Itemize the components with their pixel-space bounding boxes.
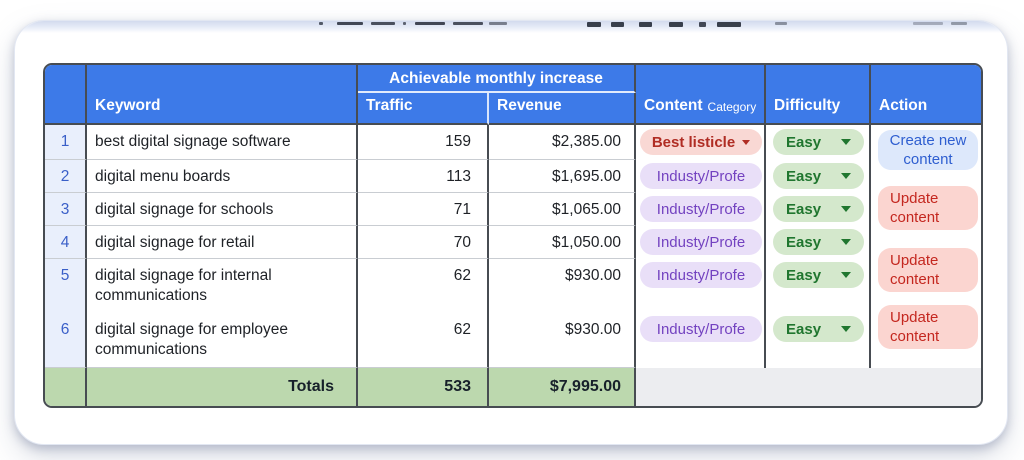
category-label: Industy/Profe bbox=[656, 167, 746, 185]
header-keyword: Keyword bbox=[87, 65, 358, 125]
category-dropdown[interactable]: Industy/Profe bbox=[640, 316, 762, 342]
toolbar-fragment bbox=[913, 22, 943, 25]
difficulty-dropdown[interactable]: Easy bbox=[773, 229, 864, 255]
difficulty-label: Easy bbox=[786, 167, 822, 185]
traffic-cell: 113 bbox=[358, 160, 489, 193]
revenue-cell: $2,385.00 bbox=[489, 125, 636, 160]
difficulty-dropdown[interactable]: Easy bbox=[773, 163, 864, 189]
revenue-cell: $930.00 bbox=[489, 259, 636, 313]
revenue-cell: $930.00 bbox=[489, 313, 636, 368]
difficulty-dropdown[interactable]: Easy bbox=[773, 196, 864, 222]
difficulty-dropdown[interactable]: Easy bbox=[773, 316, 864, 342]
row-number: 1 bbox=[45, 125, 87, 160]
category-dropdown[interactable]: Industy/Profe bbox=[640, 229, 762, 255]
toolbar-fragment bbox=[699, 22, 706, 27]
traffic-cell: 159 bbox=[358, 125, 489, 160]
keyword-cell: digital signage for retail bbox=[87, 226, 358, 259]
update-content-button[interactable]: Update content bbox=[878, 248, 978, 292]
revenue-cell: $1,695.00 bbox=[489, 160, 636, 193]
toolbar-fragment bbox=[639, 22, 652, 27]
traffic-cell: 62 bbox=[358, 259, 489, 313]
dropdown-arrow-icon bbox=[841, 206, 851, 212]
dropdown-arrow-icon bbox=[841, 173, 851, 179]
row-number: 2 bbox=[45, 160, 87, 193]
cropped-toolbar bbox=[15, 21, 1007, 33]
category-dropdown[interactable]: Industy/Profe bbox=[640, 196, 762, 222]
toolbar-fragment bbox=[611, 22, 624, 27]
toolbar-fragment bbox=[319, 22, 323, 25]
action-column: Create new content Update content Update… bbox=[871, 125, 981, 368]
keyword-cell: digital menu boards bbox=[87, 160, 358, 193]
totals-traffic: 533 bbox=[358, 368, 489, 406]
header-traffic: Traffic bbox=[358, 93, 489, 125]
spreadsheet-card: Keyword Achievable monthly increase Traf… bbox=[14, 20, 1008, 445]
difficulty-column: Easy Easy Easy Easy Easy Easy bbox=[766, 125, 871, 368]
category-label: Industy/Profe bbox=[656, 320, 746, 338]
dropdown-arrow-icon bbox=[841, 272, 851, 278]
totals-label: Totals bbox=[87, 368, 358, 406]
keyword-cell: digital signage for employee communicati… bbox=[87, 313, 358, 368]
toolbar-fragment bbox=[453, 22, 483, 25]
dropdown-arrow-icon bbox=[841, 326, 851, 332]
row-number: 6 bbox=[45, 313, 87, 368]
traffic-cell: 70 bbox=[358, 226, 489, 259]
category-dropdown[interactable]: Industy/Profe bbox=[640, 262, 762, 288]
category-label: Industy/Profe bbox=[656, 266, 746, 284]
header-content-main: Content bbox=[644, 97, 703, 114]
toolbar-fragment bbox=[337, 22, 363, 25]
header-revenue: Revenue bbox=[489, 93, 636, 125]
toolbar-fragment bbox=[951, 22, 967, 25]
category-label: Best listicle bbox=[651, 133, 736, 151]
toolbar-fragment bbox=[587, 22, 601, 27]
difficulty-label: Easy bbox=[786, 133, 822, 151]
keyword-cell: best digital signage software bbox=[87, 125, 358, 160]
keyword-cell: digital signage for internal communicati… bbox=[87, 259, 358, 313]
traffic-cell: 62 bbox=[358, 313, 489, 368]
toolbar-fragment bbox=[489, 22, 507, 25]
difficulty-label: Easy bbox=[786, 320, 822, 338]
row-number: 5 bbox=[45, 259, 87, 313]
update-content-button[interactable]: Update content bbox=[878, 305, 978, 349]
category-label: Industy/Profe bbox=[656, 200, 746, 218]
difficulty-label: Easy bbox=[786, 200, 822, 218]
header-row-number-cell bbox=[45, 65, 87, 125]
header-content-sub: Category bbox=[707, 100, 757, 114]
header-content-category: Content Category bbox=[636, 65, 766, 125]
header-action: Action bbox=[871, 65, 981, 125]
update-content-button[interactable]: Update content bbox=[878, 186, 978, 230]
toolbar-fragment bbox=[775, 22, 787, 25]
row-number: 3 bbox=[45, 193, 87, 226]
keyword-cell: digital signage for schools bbox=[87, 193, 358, 226]
toolbar-fragment bbox=[717, 22, 741, 27]
difficulty-dropdown[interactable]: Easy bbox=[773, 129, 864, 155]
category-dropdown[interactable]: Industy/Profe bbox=[640, 163, 762, 189]
difficulty-label: Easy bbox=[786, 233, 822, 251]
header-difficulty: Difficulty bbox=[766, 65, 871, 125]
toolbar-fragment bbox=[403, 22, 406, 25]
toolbar-fragment bbox=[371, 22, 395, 25]
totals-row-number-cell bbox=[45, 368, 87, 406]
category-label: Industy/Profe bbox=[656, 233, 746, 251]
difficulty-dropdown[interactable]: Easy bbox=[773, 262, 864, 288]
revenue-cell: $1,050.00 bbox=[489, 226, 636, 259]
totals-right-filler bbox=[636, 368, 981, 406]
header-achievable-monthly-increase: Achievable monthly increase bbox=[358, 65, 636, 93]
content-category-column: Best listicle Industy/Profe Industy/Prof… bbox=[636, 125, 766, 368]
dropdown-arrow-icon bbox=[742, 139, 751, 145]
keyword-table: Keyword Achievable monthly increase Traf… bbox=[43, 63, 983, 408]
category-dropdown[interactable]: Best listicle bbox=[640, 129, 762, 155]
toolbar-fragment bbox=[415, 22, 445, 25]
difficulty-label: Easy bbox=[786, 266, 822, 284]
dropdown-arrow-icon bbox=[841, 239, 851, 245]
create-new-content-button[interactable]: Create new content bbox=[878, 130, 978, 170]
toolbar-fragment bbox=[669, 22, 683, 27]
row-number: 4 bbox=[45, 226, 87, 259]
traffic-cell: 71 bbox=[358, 193, 489, 226]
totals-revenue: $7,995.00 bbox=[489, 368, 636, 406]
revenue-cell: $1,065.00 bbox=[489, 193, 636, 226]
dropdown-arrow-icon bbox=[841, 139, 851, 145]
